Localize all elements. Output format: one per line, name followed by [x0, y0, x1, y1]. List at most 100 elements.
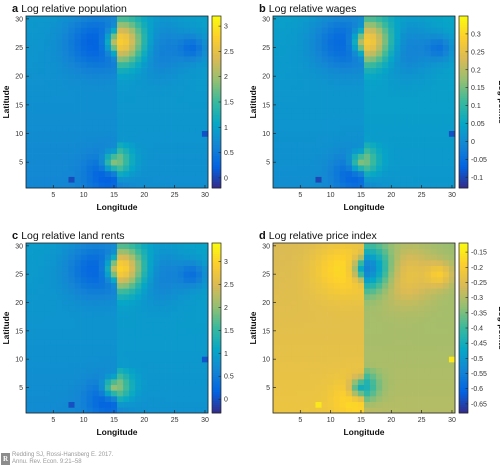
heatmap-cell	[98, 16, 106, 23]
heatmap-cell	[92, 27, 100, 34]
heatmap-cell	[165, 248, 172, 255]
heatmap-cell	[189, 265, 197, 272]
heatmap-cell	[32, 44, 39, 51]
heatmap-cell	[26, 379, 33, 386]
heatmap-cell	[141, 61, 148, 68]
heatmap-cell	[442, 27, 450, 34]
heatmap-cell	[74, 288, 81, 295]
heatmap-cell	[56, 373, 63, 380]
y-tick-label: 15	[262, 328, 270, 335]
heatmap-cell	[333, 311, 341, 318]
heatmap-cell	[430, 339, 438, 346]
heatmap-cell	[442, 367, 450, 374]
heatmap-cell	[370, 27, 377, 34]
heatmap-cell	[436, 350, 444, 357]
colorbar-strip	[212, 357, 221, 361]
heatmap-cell	[159, 56, 166, 63]
heatmap-cell	[285, 362, 292, 369]
heatmap-cell	[448, 379, 456, 386]
heatmap-cell	[436, 130, 444, 137]
heatmap-cell	[351, 350, 359, 357]
heatmap-cell	[195, 362, 203, 369]
heatmap-cell	[171, 33, 179, 40]
heatmap-cell	[357, 90, 365, 97]
heatmap-cell	[129, 271, 136, 278]
heatmap-cell	[135, 384, 142, 391]
heatmap-cell	[147, 362, 154, 369]
heatmap-cell	[32, 379, 39, 386]
heatmap-cell	[370, 67, 377, 74]
heatmap-cell	[357, 84, 365, 91]
heatmap-cell	[153, 305, 160, 312]
heatmap-cell	[56, 271, 63, 278]
heatmap-cell	[424, 322, 432, 329]
heatmap-cell	[273, 299, 280, 306]
heatmap-cell	[436, 282, 444, 289]
colorbar-tick-label: -0.3	[471, 295, 483, 302]
heatmap-cell	[333, 384, 341, 391]
heatmap-cell	[315, 254, 322, 261]
heatmap-cell	[406, 84, 413, 91]
heatmap-cell	[201, 384, 209, 391]
heatmap-cell	[159, 159, 166, 166]
heatmap-cell	[448, 328, 456, 335]
heatmap-cell	[141, 362, 148, 369]
heatmap-cell	[442, 33, 450, 40]
heatmap-cell	[291, 124, 298, 132]
heatmap-cell	[123, 305, 130, 312]
heatmap-cell	[56, 50, 63, 57]
heatmap-cell	[279, 130, 286, 137]
heatmap-cell	[370, 401, 377, 408]
heatmap-cell	[388, 56, 395, 63]
heatmap-cell	[123, 44, 130, 51]
heatmap-cell	[44, 316, 51, 323]
x-axis-label-c: Longitude	[96, 427, 137, 437]
heatmap-cell	[50, 61, 57, 68]
heatmap-cell	[357, 33, 365, 40]
heatmap-cell	[400, 384, 407, 391]
heatmap-cell	[129, 113, 136, 120]
heatmap-cell	[400, 282, 407, 289]
heatmap-cell	[50, 260, 57, 267]
y-tick-label: 10	[15, 357, 23, 364]
colorbar-strip	[459, 355, 468, 359]
heatmap-cell	[448, 159, 456, 166]
heatmap-cell	[448, 27, 456, 34]
heatmap-cell	[430, 254, 438, 261]
heatmap-cell	[424, 73, 432, 80]
heatmap-cell	[62, 282, 69, 289]
heatmap-cell	[177, 96, 185, 103]
heatmap-cell	[279, 265, 286, 272]
heatmap-cell	[309, 243, 316, 250]
colorbar-strip	[459, 28, 468, 32]
heatmap-cell	[195, 56, 203, 63]
heatmap-cell	[345, 362, 353, 369]
heatmap-cell	[321, 339, 328, 346]
colorbar-strip	[212, 69, 221, 73]
heatmap-cell	[123, 265, 130, 272]
heatmap-cell	[74, 44, 81, 51]
heatmap-cell	[201, 44, 209, 51]
heatmap-cell	[291, 362, 298, 369]
heatmap-cell	[177, 339, 185, 346]
heatmap-cell	[110, 159, 118, 166]
heatmap-cell	[129, 367, 136, 374]
y-axis-label-a: Latitude	[1, 85, 11, 118]
heatmap-cell	[201, 260, 209, 267]
heatmap-cell	[68, 362, 75, 369]
heatmap-cell	[400, 333, 407, 340]
heatmap-cell	[327, 248, 335, 255]
heatmap-cell	[86, 176, 94, 183]
heatmap-cell	[412, 282, 419, 289]
heatmap-cell	[442, 84, 450, 91]
heatmap-cell	[424, 243, 432, 250]
colorbar-strip	[212, 26, 221, 30]
heatmap-cell	[147, 396, 154, 403]
heatmap-cell	[400, 350, 407, 357]
heatmap-cell	[104, 299, 112, 306]
heatmap-cell	[86, 165, 94, 172]
heatmap-cell	[333, 182, 341, 189]
heatmap-cell	[382, 384, 389, 391]
heatmap-cell	[38, 356, 45, 363]
